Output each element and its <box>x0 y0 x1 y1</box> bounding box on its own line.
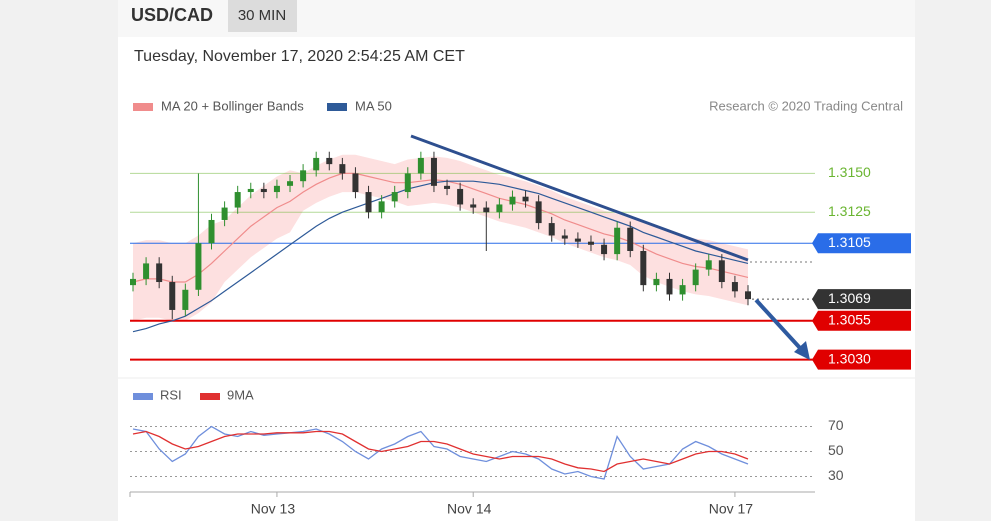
candle-body <box>718 260 725 283</box>
candle-body <box>614 227 621 255</box>
legend-swatch <box>200 393 220 400</box>
candle-body <box>195 243 202 290</box>
forecast-arrow <box>754 298 802 350</box>
level-box <box>812 349 911 370</box>
level-box <box>812 310 911 331</box>
symbol: USD/CAD <box>131 5 213 25</box>
candle-body <box>522 196 529 202</box>
legend-swatch <box>133 103 153 111</box>
candle-body <box>156 263 163 283</box>
trend-line <box>410 134 749 262</box>
candle-body <box>430 157 437 186</box>
legend-label: 9MA <box>227 387 254 402</box>
candle-body <box>745 291 751 300</box>
candle-body <box>300 170 307 182</box>
candle-body <box>457 188 464 205</box>
candle-body <box>391 192 398 202</box>
candle-body <box>509 196 516 205</box>
candle-body <box>378 201 385 213</box>
candle-body <box>130 278 136 286</box>
candle-body <box>627 227 634 251</box>
candle-body <box>260 188 267 193</box>
candle-body <box>365 192 372 213</box>
candle-body <box>339 164 346 174</box>
candle-body <box>574 238 581 242</box>
level-label: 1.3150 <box>828 164 871 180</box>
candle-body <box>352 173 359 193</box>
candle-body <box>169 282 176 310</box>
candle-body <box>417 157 424 174</box>
candle-body <box>404 173 411 193</box>
candle-body <box>666 278 673 295</box>
candle-body <box>561 235 568 239</box>
legend-label: MA 50 <box>355 98 392 113</box>
level-box <box>812 289 911 310</box>
candle-body <box>470 204 477 208</box>
level-label: 1.3125 <box>828 203 871 219</box>
candle-body <box>287 181 294 186</box>
legend-label: MA 20 + Bollinger Bands <box>161 98 304 113</box>
y-tick-label: 30 <box>828 467 844 483</box>
candle-body <box>444 185 451 189</box>
candle-body <box>221 207 228 220</box>
candle-body <box>640 251 647 286</box>
forecast-arrowhead <box>794 341 810 360</box>
timestamp: Tuesday, November 17, 2020 2:54:25 AM CE… <box>134 48 465 65</box>
y-tick-label: 70 <box>828 417 844 433</box>
level-label: 1.3030 <box>828 350 871 366</box>
candle-body <box>548 223 555 236</box>
credit: Research © 2020 Trading Central <box>709 98 903 113</box>
legend-label: RSI <box>160 387 182 402</box>
rsi-line <box>132 430 749 473</box>
candle-body <box>247 188 254 193</box>
candle-body <box>182 289 189 310</box>
x-tick-label: Nov 14 <box>447 501 492 517</box>
candle-body <box>234 192 241 208</box>
candle-body <box>326 157 333 165</box>
rsi-line <box>132 425 749 480</box>
plot: MA 20 + Bollinger Bands MA 50 1.3150 1.3125… <box>129 98 911 517</box>
timeframe-badge <box>228 0 297 32</box>
timeframe: 30 MIN <box>238 7 286 24</box>
candle-body <box>496 204 503 213</box>
level-label: 1.3055 <box>828 312 871 328</box>
ma50-line <box>132 180 749 333</box>
candle-body <box>208 219 215 244</box>
level-box <box>812 233 911 254</box>
x-tick-label: Nov 13 <box>251 501 296 517</box>
ma20-line <box>132 172 749 283</box>
candle-body <box>313 157 320 171</box>
legend-swatch <box>133 393 153 400</box>
candle-body <box>679 285 686 295</box>
candle-body <box>273 185 280 193</box>
bollinger-band <box>133 154 748 321</box>
y-tick-label: 50 <box>828 442 844 458</box>
candle-body <box>483 207 490 213</box>
candle-body <box>692 269 699 286</box>
candle-body <box>143 263 150 279</box>
candle-body <box>705 260 712 270</box>
legend-swatch <box>327 103 347 111</box>
candle-body <box>653 278 660 286</box>
candle-body <box>587 241 594 245</box>
level-label: 1.3069 <box>828 290 871 306</box>
candle-body <box>731 282 738 292</box>
x-tick-label: Nov 17 <box>709 501 754 517</box>
candle-body <box>601 244 608 255</box>
candle-body <box>535 201 542 224</box>
level-label: 1.3105 <box>828 234 871 250</box>
